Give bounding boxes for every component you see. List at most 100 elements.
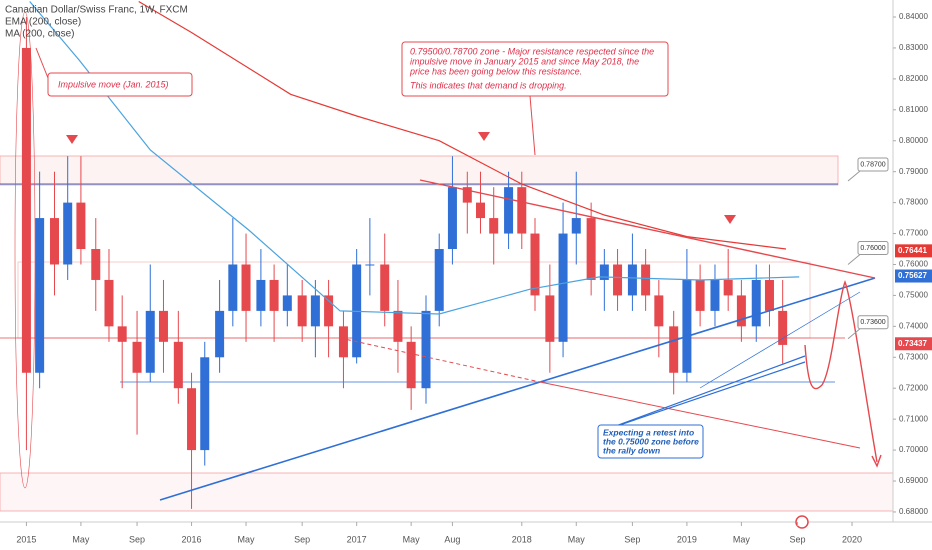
projection (804, 280, 878, 463)
price-label: 0.75627 (898, 271, 927, 280)
candle-body (76, 202, 86, 250)
price-label-box (895, 244, 932, 258)
candle-body (282, 295, 292, 311)
candle-body (21, 47, 31, 373)
zones (0, 155, 894, 512)
candle-body (91, 249, 101, 280)
trend-line (699, 291, 861, 389)
level-label: 0.73600 (860, 319, 885, 326)
y-tick-label: 0.71000 (899, 414, 928, 423)
candle-body (215, 310, 225, 358)
y-tick-label: 0.78000 (899, 198, 928, 207)
note-box (47, 72, 193, 97)
candle-body (104, 279, 114, 327)
y-tick-label: 0.77000 (899, 229, 928, 238)
candle-body (447, 187, 457, 250)
candle-body (723, 279, 733, 296)
candle-body (338, 326, 348, 358)
trend-line (539, 381, 861, 449)
chart-title: Canadian Dollar/Swiss Franc, 1W, FXCM (5, 5, 188, 16)
plot (21, 0, 800, 509)
candle-body (324, 295, 334, 327)
candle-body (158, 310, 168, 342)
candle-body (736, 295, 746, 327)
candle-body (627, 264, 637, 296)
x-tick-label: Sep (790, 534, 806, 544)
y-tick-label: 0.75000 (899, 291, 928, 300)
x-tick-label: 2020 (842, 534, 862, 544)
price-label-box (895, 269, 932, 283)
note: impulsive move in January 2015 and since… (410, 56, 639, 66)
x-tick-label: May (238, 534, 256, 544)
y-tick-label: 0.69000 (899, 476, 928, 485)
candle-body (504, 187, 514, 234)
y-tick-label: 0.73000 (899, 352, 928, 361)
candle-body (365, 264, 375, 266)
pointer-line (529, 95, 536, 156)
candle-body (571, 218, 581, 234)
note: price has been going below this resistan… (409, 66, 582, 76)
candle-body (751, 279, 761, 327)
trend-line (159, 277, 876, 501)
note: Impulsive move (Jan. 2015) (58, 79, 169, 89)
candle-body (545, 295, 555, 342)
price-label: 0.76441 (898, 246, 927, 255)
candle-body (117, 326, 127, 342)
level-pointer (847, 328, 861, 340)
candle-body (710, 279, 720, 311)
candle-body (228, 264, 238, 311)
note-box (401, 41, 669, 97)
y-tick-label: 0.72000 (899, 383, 928, 392)
y-tick-label: 0.84000 (899, 12, 928, 21)
note: the 0.75000 zone before (603, 436, 699, 446)
legend-entry: EMA (200, close) (5, 17, 81, 28)
candle-body (586, 218, 596, 280)
candle-body (778, 310, 788, 345)
candle-body (297, 295, 307, 327)
candle-body (145, 310, 155, 373)
candle-body (489, 218, 499, 234)
y-tick-label: 0.70000 (899, 445, 928, 454)
x-tick-label: Sep (294, 534, 310, 544)
candle-body (669, 326, 679, 373)
candle-body (187, 388, 197, 451)
candle-body (530, 233, 540, 296)
price-label: 0.73437 (898, 339, 927, 348)
candle-body (310, 295, 320, 327)
y-tick-label: 0.79000 (899, 167, 928, 176)
x-tick-label: 2015 (16, 534, 36, 544)
pointer-line (604, 361, 806, 431)
projection-head (871, 454, 882, 468)
candle-body (558, 233, 568, 342)
level-pointer (847, 170, 861, 182)
x-tick-label: May (403, 534, 421, 544)
x-tick-label: Sep (624, 534, 640, 544)
candle-body (132, 341, 142, 373)
y-tick-label: 0.81000 (899, 105, 928, 114)
note-box (597, 424, 704, 459)
level-label: 0.76000 (860, 245, 885, 252)
x-tick-label: 2017 (347, 534, 367, 544)
impulse-ellipse (14, 11, 36, 489)
x-tick-label: Aug (444, 534, 460, 544)
level-label-box (857, 157, 889, 172)
y-tick-label: 0.76000 (899, 260, 928, 269)
x-tick-label: May (72, 534, 90, 544)
y-tick-label: 0.74000 (899, 321, 928, 330)
candle-body (641, 264, 651, 296)
price-label-box (895, 337, 932, 351)
y-tick-label: 0.83000 (899, 43, 928, 52)
resistance-zone (0, 155, 839, 186)
candle-body (200, 357, 210, 451)
note: 0.79500/0.78700 zone - Major resistance … (410, 46, 654, 56)
candle-body (393, 310, 403, 342)
x-tick-label: 2016 (182, 534, 202, 544)
pointer-line (604, 355, 806, 431)
candle-body (173, 341, 183, 389)
candle-body (462, 187, 472, 203)
candle-body (49, 218, 59, 265)
candle-body (613, 264, 623, 296)
x-tick-label: May (568, 534, 586, 544)
moving-average (138, 0, 787, 250)
x-tick-label: 2018 (512, 534, 532, 544)
